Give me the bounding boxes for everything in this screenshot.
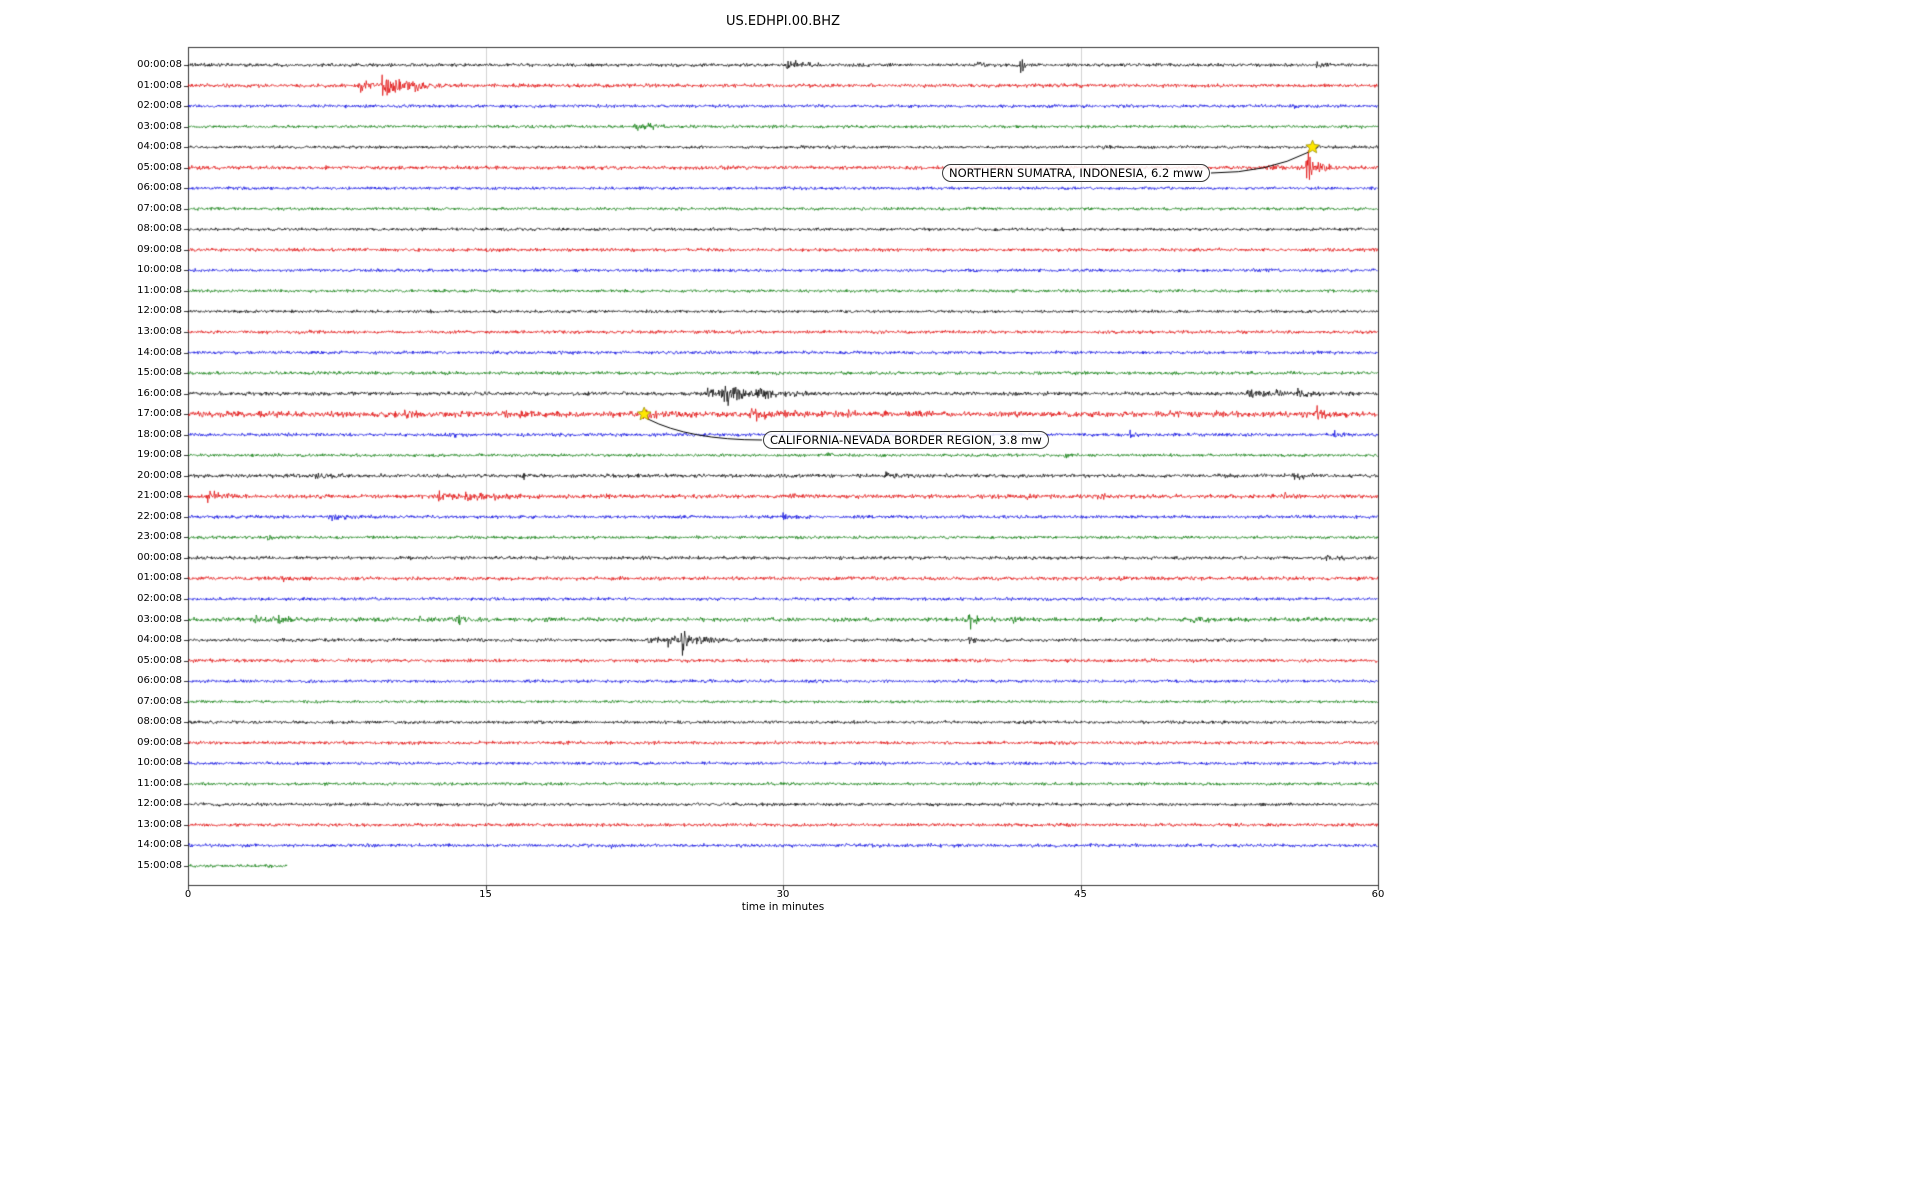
x-axis-label: time in minutes [741,901,825,913]
event-annotation-1: CALIFORNIA-NEVADA BORDER REGION, 3.8 mw [763,431,1049,449]
event-annotation-0: NORTHERN SUMATRA, INDONESIA, 6.2 mww [942,164,1210,182]
chart-title: US.EDHPI.00.BHZ [726,14,840,29]
